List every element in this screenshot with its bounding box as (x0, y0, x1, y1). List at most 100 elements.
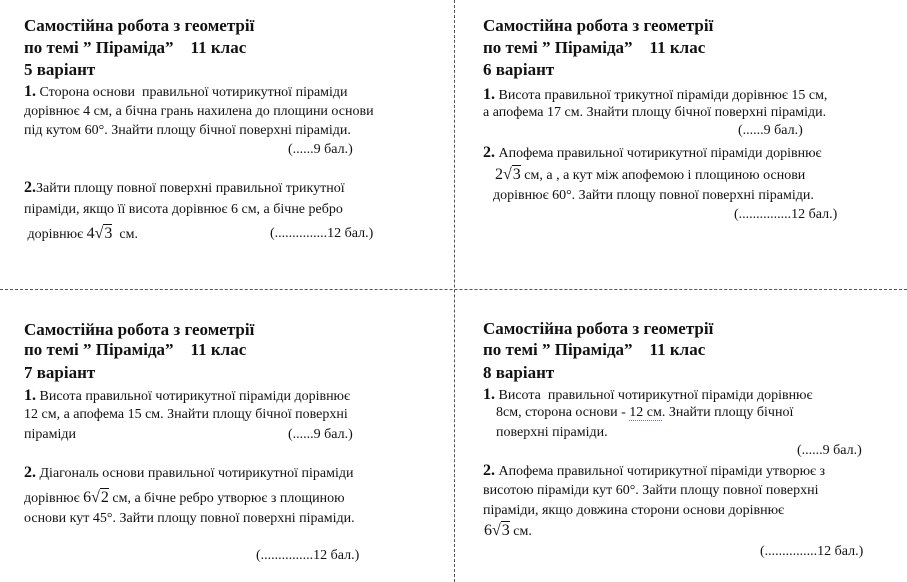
task-text-line: 2. Апофема правильної чотирикутної пірам… (483, 144, 822, 163)
task-text-line: дорівнює 4√3 см. (24, 224, 138, 244)
card-title-line: по темі ” Піраміда” 11 клас (483, 38, 706, 57)
task-text-line: 12 см, а апофема 15 см. Знайти площу біч… (24, 406, 348, 424)
task-text-line: 1. Висота правильної чотирикутної пірамі… (483, 386, 813, 405)
task-text-line: 2. Діагональ основи правильної чотирикут… (24, 464, 354, 483)
spellcheck-marked-text: 12 см (629, 405, 662, 421)
task-number: 2. (483, 462, 495, 479)
sqrt-expression: 2√3 (495, 165, 521, 183)
text: 12 см, а апофема 15 см. Знайти площу біч… (24, 407, 348, 422)
points-label: (......9 бал.) (288, 426, 353, 444)
task-number: 1. (483, 86, 495, 103)
card-title-line: Самостійна робота з геометрії (24, 16, 255, 35)
points-label: (......9 бал.) (797, 442, 862, 460)
text: дорівнює (24, 491, 84, 506)
card-title-line: Самостійна робота з геометрії (24, 320, 255, 339)
text: Апофема правильної чотирикутної піраміди… (495, 146, 822, 161)
task-text-line: дорівнює 6√2 см, а бічне ребро утворює з… (24, 488, 345, 508)
sqrt-sign-icon: √ (91, 489, 100, 506)
text: (...............12 бал.) (734, 207, 838, 222)
sqrt-coefficient: 4 (86, 225, 95, 242)
sqrt-coefficient: 6 (484, 522, 492, 539)
text: Висота правильної чотирикутної піраміди … (495, 388, 813, 403)
points-label: (...............12 бал.) (256, 547, 359, 565)
text: (...............12 бал.) (760, 544, 864, 559)
text: (...............12 бал.) (270, 226, 374, 241)
sqrt-sign-icon: √ (94, 225, 104, 242)
text: Висота правильної трикутної піраміди дор… (495, 88, 828, 103)
text: дорівнює (24, 227, 87, 242)
sqrt-coefficient: 2 (495, 166, 503, 183)
sqrt-sign-icon: √ (503, 166, 512, 183)
text: см, а бічне ребро утворює з площиною (108, 491, 345, 506)
text: (...............12 бал.) (256, 548, 360, 563)
sqrt-radicand: 2 (99, 488, 109, 506)
task-number: 2. (24, 464, 36, 481)
task-text-line: піраміди, якщо її висота дорівнює 6 см, … (24, 201, 343, 219)
text: Зайти площу повної поверхні правильної т… (36, 181, 345, 196)
sqrt-sign-icon: √ (492, 522, 501, 539)
text: см, а , а кут між апофемою і площиною ос… (520, 168, 806, 183)
points-label: (......9 бал.) (738, 122, 803, 140)
points-label: (...............12 бал.) (734, 206, 837, 224)
text: . Знайти площу бічної (661, 405, 794, 420)
task-text-line: 1. Висота правильної трикутної піраміди … (483, 86, 827, 105)
card-title-line: 6 варіант (483, 60, 555, 79)
task-text-line: основи кут 45°. Зайти площу повної повер… (24, 510, 355, 528)
task-text-line: під кутом 60°. Знайти площу бічної повер… (24, 122, 351, 140)
task-text-line: 6√3 см. (484, 521, 532, 541)
text: (......9 бал.) (288, 427, 353, 442)
text: основи кут 45°. Зайти площу повної повер… (24, 511, 355, 526)
task-text-line: 8см, сторона основи - 12 см. Знайти площ… (496, 404, 793, 422)
text: а апофема 17 см. Знайти площу бічної пов… (483, 105, 827, 120)
text: Апофема правильної чотирикутної піраміди… (495, 464, 826, 479)
card-title-line: Самостійна робота з геометрії (483, 16, 714, 35)
sqrt-expression: 6√2 (83, 488, 109, 506)
text: під кутом 60°. Знайти площу бічної повер… (24, 123, 351, 138)
text: висотою піраміди кут 60°. Зайти площу по… (483, 483, 819, 498)
task-number: 1. (24, 387, 36, 404)
card-title-line: по темі ” Піраміда” 11 клас (24, 38, 247, 57)
text: піраміди, якщо довжина сторони основи до… (483, 503, 785, 518)
sqrt-expression: 4√3 (87, 224, 113, 242)
points-label: (...............12 бал.) (760, 543, 863, 561)
horizontal-cut-line (0, 289, 907, 290)
task-text-line: 2. Апофема правильної чотирикутної пірам… (483, 462, 825, 481)
sqrt-radicand: 3 (103, 224, 113, 242)
text: поверхні піраміди. (496, 425, 608, 440)
vertical-cut-line (454, 0, 455, 582)
points-label: (...............12 бал.) (270, 225, 373, 243)
text: Висота правильної чотирикутної піраміди … (36, 389, 351, 404)
task-number: 1. (483, 386, 495, 403)
task-text-line: піраміди (24, 426, 76, 444)
text: Діагональ основи правильної чотирикутної… (36, 466, 354, 481)
sqrt-radicand: 3 (511, 165, 521, 183)
task-number: 2. (483, 144, 495, 161)
task-number: 2. (24, 179, 36, 196)
card-title-line: 8 варіант (483, 363, 555, 382)
text: (......9 бал.) (797, 443, 862, 458)
task-text-line: дорівнює 60°. Зайти площу повної поверхн… (493, 187, 814, 205)
sqrt-expression: 6√3 (484, 521, 510, 539)
task-text-line: висотою піраміди кут 60°. Зайти площу по… (483, 482, 819, 500)
card-title-line: 5 варіант (24, 60, 96, 79)
text: (......9 бал.) (288, 142, 353, 157)
points-label: (......9 бал.) (288, 141, 353, 159)
task-text-line: 2√3 см, а , а кут між апофемою і площино… (495, 165, 806, 185)
card-title-line: по темі ” Піраміда” 11 клас (24, 340, 247, 359)
text: см. (112, 227, 138, 242)
text: дорівнює 4 см, а бічна грань нахилена до… (24, 104, 374, 119)
task-text-line: 1. Сторона основи правильної чотирикутно… (24, 83, 348, 102)
text: піраміди, якщо її висота дорівнює 6 см, … (24, 202, 343, 217)
task-text-line: а апофема 17 см. Знайти площу бічної пов… (483, 104, 826, 122)
card-title-line: 7 варіант (24, 363, 96, 382)
task-text-line: 2.Зайти площу повної поверхні правильної… (24, 179, 345, 198)
sqrt-radicand: 3 (500, 521, 510, 539)
card-title-line: Самостійна робота з геометрії (483, 319, 714, 338)
card-title-line: по темі ” Піраміда” 11 клас (483, 340, 706, 359)
text: дорівнює 60°. Зайти площу повної поверхн… (493, 188, 814, 203)
text: см. (509, 524, 532, 539)
task-number: 1. (24, 83, 36, 100)
sqrt-coefficient: 6 (83, 489, 92, 506)
text: піраміди (24, 427, 76, 442)
task-text-line: поверхні піраміди. (496, 424, 608, 442)
